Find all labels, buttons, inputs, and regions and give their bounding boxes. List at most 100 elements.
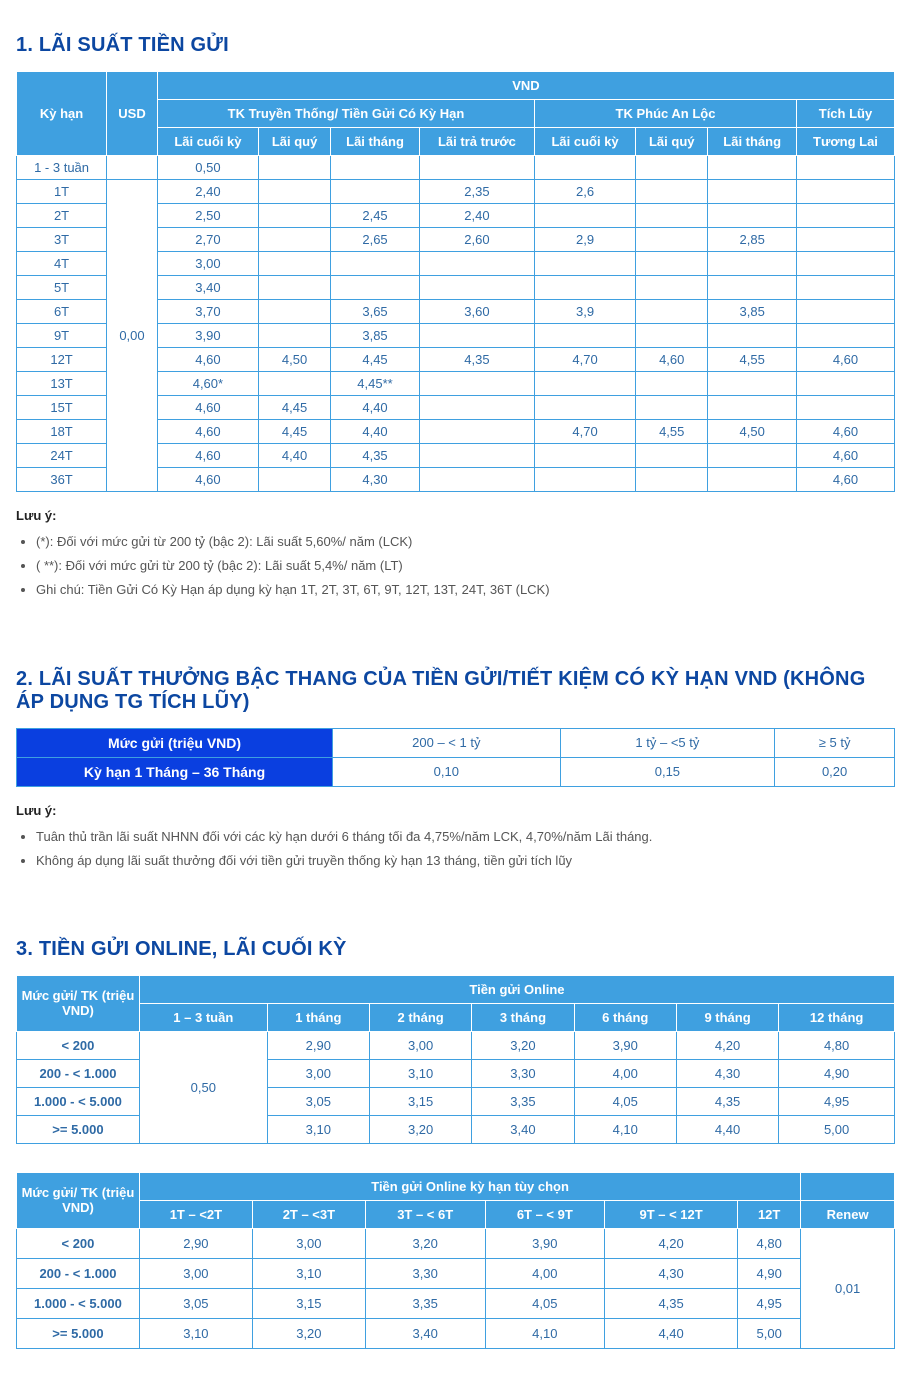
rate-cell: 4,60 bbox=[796, 468, 894, 492]
t3b-rowhead: Mức gửi/ TK (triệu VND) bbox=[17, 1172, 140, 1228]
rate-cell bbox=[636, 204, 708, 228]
note-item: ( **): Đối với mức gửi từ 200 tỷ (bậc 2)… bbox=[36, 557, 895, 575]
section1-title: 1. LÃI SUẤT TIỀN GỬI bbox=[16, 34, 895, 57]
col-header: 3 tháng bbox=[472, 1003, 574, 1031]
row-label: >= 5.000 bbox=[17, 1318, 140, 1348]
rate-cell bbox=[636, 468, 708, 492]
rate-cell: 4,50 bbox=[708, 420, 797, 444]
rate-cell bbox=[535, 468, 636, 492]
rate-cell: 3,00 bbox=[139, 1258, 252, 1288]
table-row: < 2002,903,003,203,904,204,800,01 bbox=[17, 1228, 895, 1258]
term-cell: 1T bbox=[17, 180, 107, 204]
rate-cell: 4,45 bbox=[258, 420, 330, 444]
th-pal-lq: Lãi quý bbox=[636, 128, 708, 156]
note-item: Tuân thủ trần lãi suất NHNN đối với các … bbox=[36, 828, 895, 846]
rate-cell bbox=[331, 156, 420, 180]
rate-cell: 3,70 bbox=[157, 300, 258, 324]
rate-cell: 3,15 bbox=[252, 1288, 365, 1318]
t2-row1-label: Mức gửi (triệu VND) bbox=[17, 728, 333, 757]
rate-cell: 4,80 bbox=[738, 1228, 801, 1258]
rate-cell: 4,55 bbox=[708, 348, 797, 372]
th-kyhan: Kỳ hạn bbox=[17, 72, 107, 156]
rate-cell bbox=[636, 396, 708, 420]
rate-cell bbox=[419, 324, 534, 348]
rate-cell bbox=[708, 180, 797, 204]
term-cell: 15T bbox=[17, 396, 107, 420]
col-header: 2 tháng bbox=[369, 1003, 471, 1031]
rate-cell bbox=[535, 372, 636, 396]
row-label: 200 - < 1.000 bbox=[17, 1059, 140, 1087]
rate-cell bbox=[708, 468, 797, 492]
rate-cell bbox=[535, 276, 636, 300]
rate-cell: 4,00 bbox=[574, 1059, 676, 1087]
term-cell: 9T bbox=[17, 324, 107, 348]
rate-cell bbox=[708, 372, 797, 396]
rate-cell bbox=[708, 324, 797, 348]
table-row: >= 5.0003,103,203,404,104,405,00 bbox=[17, 1318, 895, 1348]
th-phucanloc: TK Phúc An Lộc bbox=[535, 100, 797, 128]
section2-notes: Tuân thủ trần lãi suất NHNN đối với các … bbox=[16, 828, 895, 870]
rate-cell bbox=[535, 252, 636, 276]
th-ltt: Lãi trả trước bbox=[419, 128, 534, 156]
rate-cell: 4,30 bbox=[676, 1059, 778, 1087]
rate-cell bbox=[636, 324, 708, 348]
rate-cell bbox=[796, 180, 894, 204]
rate-cell: 4,60 bbox=[157, 468, 258, 492]
rate-cell: 3,30 bbox=[472, 1059, 574, 1087]
rate-cell bbox=[331, 180, 420, 204]
th-pal-lt: Lãi tháng bbox=[708, 128, 797, 156]
row-label: < 200 bbox=[17, 1031, 140, 1059]
rate-cell: 4,10 bbox=[485, 1318, 605, 1348]
section2-notes-label: Lưu ý: bbox=[16, 803, 895, 818]
rate-cell bbox=[258, 372, 330, 396]
th-lck: Lãi cuối kỳ bbox=[157, 128, 258, 156]
rate-cell: 3,35 bbox=[472, 1087, 574, 1115]
rate-cell: 3,00 bbox=[267, 1059, 369, 1087]
col-header: 1T – <2T bbox=[139, 1200, 252, 1228]
rate-cell: 4,40 bbox=[258, 444, 330, 468]
rate-cell: 3,65 bbox=[331, 300, 420, 324]
rate-cell: 2,60 bbox=[419, 228, 534, 252]
rate-cell: 2,90 bbox=[139, 1228, 252, 1258]
usd-merged-cell: 0,00 bbox=[107, 180, 158, 492]
rate-cell bbox=[636, 444, 708, 468]
section1-notes-label: Lưu ý: bbox=[16, 508, 895, 523]
rate-cell bbox=[535, 204, 636, 228]
rate-cell: 3,90 bbox=[574, 1031, 676, 1059]
rate-cell bbox=[636, 252, 708, 276]
rate-cell: 3,00 bbox=[157, 252, 258, 276]
rate-cell bbox=[708, 396, 797, 420]
rate-cell: 3,40 bbox=[472, 1115, 574, 1143]
rate-cell bbox=[535, 396, 636, 420]
t2-r1c2: 1 tỷ – <5 tỷ bbox=[560, 728, 775, 757]
rate-cell bbox=[796, 300, 894, 324]
rate-cell bbox=[258, 468, 330, 492]
row-label: >= 5.000 bbox=[17, 1115, 140, 1143]
rate-cell: 4,35 bbox=[605, 1288, 738, 1318]
term-cell: 13T bbox=[17, 372, 107, 396]
t2-r1c1: 200 – < 1 tỷ bbox=[333, 728, 560, 757]
term-cell: 36T bbox=[17, 468, 107, 492]
rate-cell bbox=[708, 444, 797, 468]
th-usd: USD bbox=[107, 72, 158, 156]
t2-r2c3: 0,20 bbox=[775, 757, 895, 786]
rate-cell bbox=[535, 444, 636, 468]
rate-cell: 3,10 bbox=[369, 1059, 471, 1087]
rate-cell bbox=[258, 204, 330, 228]
rate-cell: 2,35 bbox=[419, 180, 534, 204]
rate-cell: 3,40 bbox=[157, 276, 258, 300]
rate-cell: 4,35 bbox=[419, 348, 534, 372]
rate-cell bbox=[419, 420, 534, 444]
col-header: 3T – < 6T bbox=[365, 1200, 485, 1228]
merged-cell: 0,50 bbox=[139, 1031, 267, 1143]
rate-cell: 3,90 bbox=[485, 1228, 605, 1258]
rate-cell: 4,55 bbox=[636, 420, 708, 444]
rate-cell: 3,20 bbox=[252, 1318, 365, 1348]
term-cell: 12T bbox=[17, 348, 107, 372]
t2-row2-label: Kỳ hạn 1 Tháng – 36 Tháng bbox=[17, 757, 333, 786]
col-header: 9T – < 12T bbox=[605, 1200, 738, 1228]
th-pal-lck: Lãi cuối kỳ bbox=[535, 128, 636, 156]
rate-cell: 4,60* bbox=[157, 372, 258, 396]
rate-cell bbox=[708, 156, 797, 180]
term-cell: 6T bbox=[17, 300, 107, 324]
